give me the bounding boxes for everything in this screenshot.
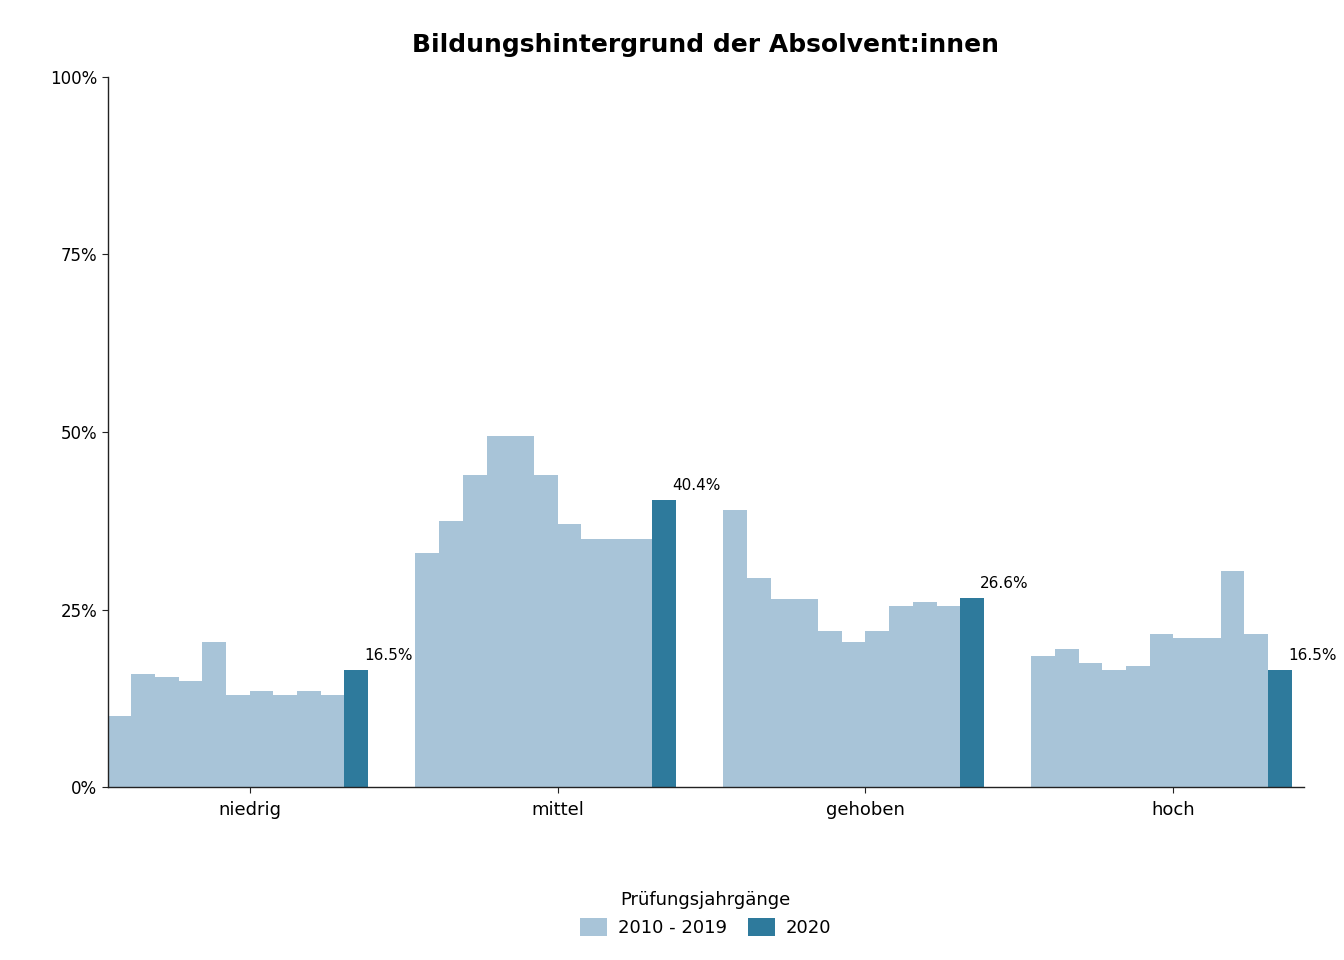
Bar <box>1126 666 1149 787</box>
Bar <box>1079 662 1102 787</box>
Bar <box>439 520 462 787</box>
Bar <box>605 539 629 787</box>
Bar <box>1149 635 1173 787</box>
Bar <box>652 500 676 787</box>
Text: 26.6%: 26.6% <box>980 576 1030 591</box>
Bar <box>1102 670 1126 787</box>
Bar <box>179 681 202 787</box>
Bar <box>937 606 960 787</box>
Bar <box>226 695 250 787</box>
Bar <box>1198 638 1220 787</box>
Bar <box>534 474 558 787</box>
Bar <box>511 436 534 787</box>
Bar <box>913 603 937 787</box>
Bar <box>794 599 818 787</box>
Bar <box>462 474 487 787</box>
Bar <box>558 524 581 787</box>
Bar <box>1031 656 1055 787</box>
Bar <box>818 631 841 787</box>
Bar <box>155 677 179 787</box>
Bar <box>487 436 511 787</box>
Bar <box>344 670 368 787</box>
Bar <box>890 606 913 787</box>
Bar <box>629 539 652 787</box>
Bar <box>1245 635 1269 787</box>
Bar <box>841 641 866 787</box>
Bar <box>321 695 344 787</box>
Text: 16.5%: 16.5% <box>364 648 413 662</box>
Bar <box>723 510 747 787</box>
Bar <box>747 578 770 787</box>
Bar <box>960 598 984 787</box>
Bar <box>202 641 226 787</box>
Text: 16.5%: 16.5% <box>1289 648 1337 662</box>
Legend: 2010 - 2019, 2020: 2010 - 2019, 2020 <box>571 881 840 946</box>
Bar <box>1055 649 1079 787</box>
Bar <box>297 691 321 787</box>
Title: Bildungshintergrund der Absolvent:innen: Bildungshintergrund der Absolvent:innen <box>413 33 999 57</box>
Bar <box>770 599 794 787</box>
Bar <box>415 553 439 787</box>
Bar <box>132 674 155 787</box>
Bar <box>1220 570 1245 787</box>
Bar <box>1269 670 1292 787</box>
Text: 40.4%: 40.4% <box>672 478 720 493</box>
Bar <box>1173 638 1198 787</box>
Bar <box>250 691 273 787</box>
Bar <box>273 695 297 787</box>
Bar <box>866 631 890 787</box>
Bar <box>108 716 132 787</box>
Bar <box>581 539 605 787</box>
